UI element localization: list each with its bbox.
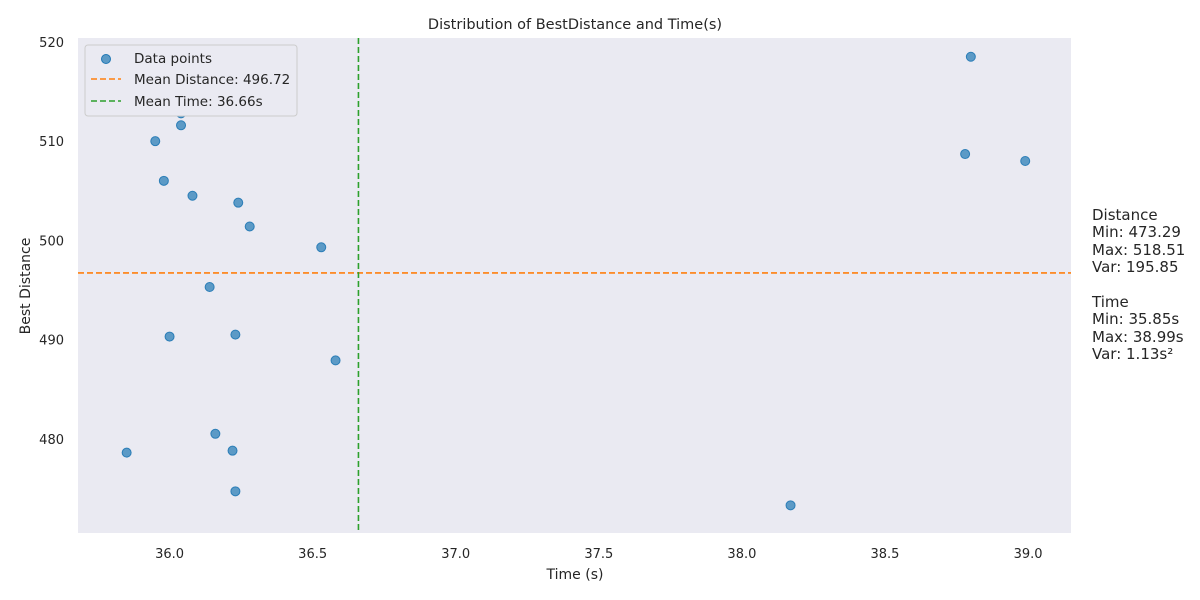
data-point [330, 355, 341, 366]
data-point [244, 221, 255, 232]
data-points [121, 51, 1031, 511]
stats-spacer [1092, 277, 1185, 294]
data-point [965, 51, 976, 62]
distance-var: Var: 195.85 [1092, 258, 1179, 277]
legend-box [84, 44, 298, 117]
legend-marker-data-points [101, 54, 111, 64]
distance-min: Min: 473.29 [1092, 223, 1181, 242]
data-point [233, 197, 244, 208]
legend: Data points Mean Distance: 496.72 Mean T… [84, 44, 298, 117]
x-tick-label: 36.0 [155, 547, 184, 562]
y-axis-label: Best Distance [18, 238, 34, 335]
data-point [230, 329, 241, 340]
x-tick-label: 36.5 [298, 547, 327, 562]
x-tick-label: 38.0 [727, 547, 756, 562]
data-point [176, 120, 187, 131]
y-tick-label: 490 [39, 334, 64, 349]
data-point [210, 428, 221, 439]
data-point [187, 190, 198, 201]
y-axis-ticks: 480 490 500 510 520 [39, 36, 64, 448]
data-point [158, 175, 169, 186]
reference-lines [78, 38, 1071, 533]
legend-label-mean-time: Mean Time: 36.66s [134, 94, 263, 110]
y-tick-label: 500 [39, 234, 64, 249]
chart-title: Distribution of BestDistance and Time(s) [428, 17, 722, 33]
data-point [150, 136, 161, 147]
time-max: Max: 38.99s [1092, 327, 1184, 346]
data-point [227, 445, 238, 456]
y-tick-label: 480 [39, 433, 64, 448]
x-axis-label: Time (s) [546, 567, 604, 583]
data-point [230, 486, 241, 497]
legend-label-data-points: Data points [134, 51, 212, 67]
time-min: Min: 35.85s [1092, 310, 1180, 329]
x-tick-label: 37.0 [441, 547, 470, 562]
x-tick-label: 39.0 [1014, 547, 1043, 562]
x-axis-ticks: 36.0 36.5 37.0 37.5 38.0 38.5 39.0 [155, 547, 1042, 562]
data-point [164, 331, 175, 342]
summary-stats: Distance Min: 473.29 Max: 518.51 Var: 19… [1092, 206, 1186, 364]
data-point [121, 447, 132, 458]
data-point [960, 149, 971, 160]
x-tick-label: 37.5 [584, 547, 613, 562]
legend-label-mean-distance: Mean Distance: 496.72 [134, 72, 290, 88]
data-point [1020, 156, 1031, 167]
time-var: Var: 1.13s² [1092, 345, 1174, 364]
x-tick-label: 38.5 [871, 547, 900, 562]
data-point [204, 281, 215, 292]
plot-area [78, 38, 1071, 533]
distance-stats-header: Distance [1092, 206, 1158, 224]
y-tick-label: 520 [39, 36, 64, 51]
time-stats-header: Time [1092, 293, 1129, 312]
data-point [785, 500, 796, 511]
distance-max: Max: 518.51 [1092, 240, 1186, 259]
y-tick-label: 510 [39, 135, 64, 150]
data-point [316, 242, 327, 253]
